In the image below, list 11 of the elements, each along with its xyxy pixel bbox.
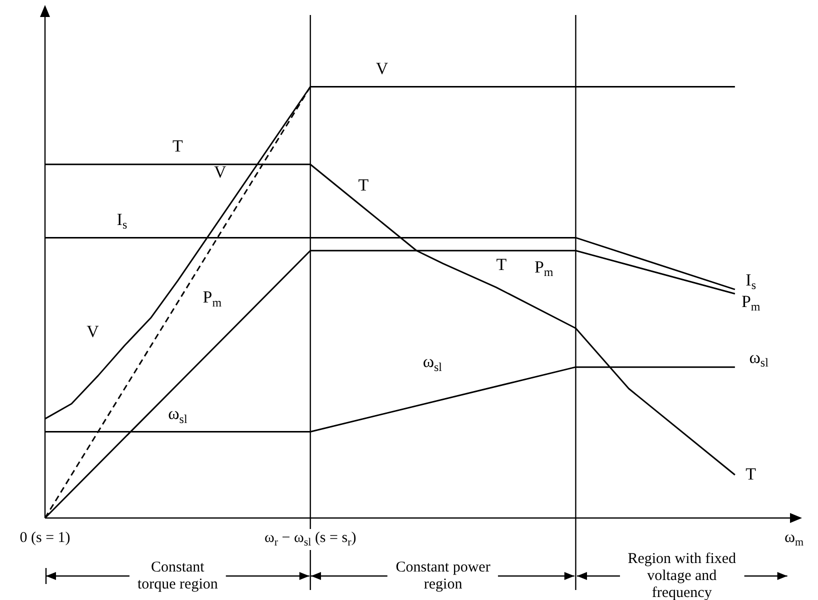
text: Constant torque region <box>137 559 218 592</box>
annotation: V <box>214 162 227 182</box>
annotation: T <box>358 175 370 194</box>
text: V <box>376 58 389 78</box>
text: Constant power region <box>396 559 490 592</box>
annotation: V <box>86 322 100 342</box>
annotation: T <box>172 136 184 156</box>
annotation: T <box>746 464 757 484</box>
x-tick-label: 0 (s = 1) <box>20 530 70 546</box>
text: Region with fixed voltage and frequency <box>628 550 737 600</box>
annotation: T <box>496 255 508 274</box>
